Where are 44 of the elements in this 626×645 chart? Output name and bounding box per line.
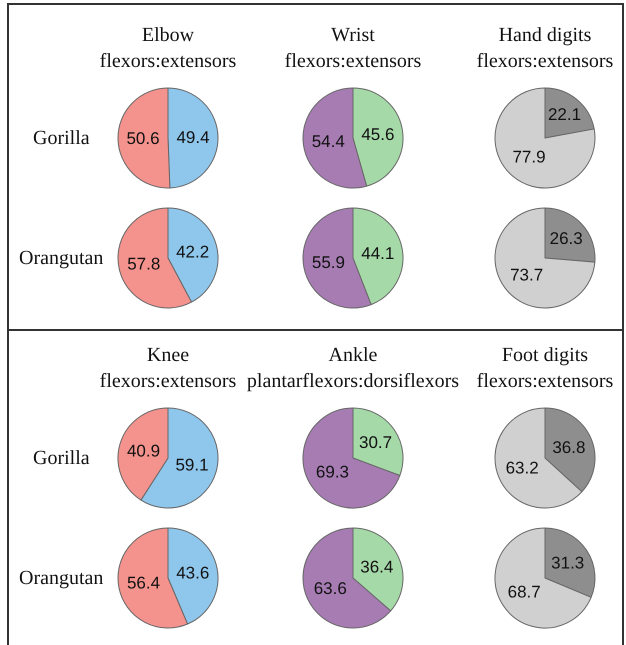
data-label: 36.4 [360,558,394,577]
chart-title: Foot digits [502,344,588,366]
pie-slice [494,88,596,188]
data-label: 26.3 [550,228,583,248]
text: Orangutan [19,567,104,589]
chart-subtitle: flexors:extensors [476,50,614,72]
data-label: 36.8 [552,438,586,457]
chart-subtitle: flexors:extensors [100,50,237,72]
data-label: 63.6 [314,578,347,598]
chart-subtitle: flexors:extensors [100,370,237,392]
data-label: 56.4 [126,573,160,592]
data-label: 57.8 [127,254,160,274]
data-label: 31.3 [551,553,584,572]
text: Orangutan [19,247,104,269]
chart-title: Hand digits [498,24,592,46]
chart-subtitle: plantarflexors:dorsiflexors [246,370,460,392]
data-label: 54.4 [312,132,345,151]
data-label: 45.6 [361,125,394,144]
chart-subtitle: flexors:extensors [284,50,422,72]
data-label: 55.9 [312,253,345,272]
chart-title: Wrist [331,24,376,46]
data-label: 22.1 [548,105,582,124]
text: Gorilla [33,127,90,149]
data-label: 77.9 [512,148,546,167]
chart-title: Elbow [142,24,195,46]
pie-slice [494,528,592,628]
data-label: 73.7 [510,265,544,284]
data-label: 63.2 [506,458,539,478]
data-label: 44.1 [361,244,394,263]
chart-subtitle: flexors:extensors [476,370,614,392]
data-label: 42.2 [176,242,210,262]
pie-slice [494,208,596,308]
chart-title: Ankle [328,344,378,366]
text: Gorilla [33,447,90,469]
data-label: 50.6 [126,128,160,148]
data-label: 68.7 [508,582,541,602]
data-label: 40.9 [126,441,160,460]
data-label: 43.6 [176,563,210,582]
data-label: 49.4 [176,128,210,148]
chart-title: Knee [146,344,190,366]
data-label: 59.1 [175,456,209,475]
data-label: 30.7 [359,432,392,452]
pie-slice [302,408,400,508]
data-label: 69.3 [316,462,350,482]
